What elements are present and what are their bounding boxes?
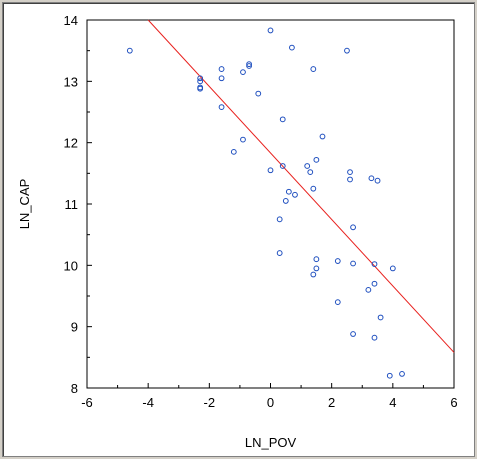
data-point	[197, 78, 204, 85]
data-point	[218, 75, 225, 82]
x-tick-label: 6	[450, 395, 457, 410]
data-point	[350, 260, 356, 267]
x-tick-label: 0	[267, 395, 274, 410]
data-point	[371, 334, 378, 341]
data-point	[344, 47, 350, 54]
data-point	[313, 265, 320, 272]
data-point	[310, 185, 317, 192]
data-point	[240, 136, 246, 143]
regression-line	[147, 19, 455, 353]
data-point	[334, 299, 341, 306]
scatter-chart: -6 -4 -2 0 2 4 6 8 9 10 11 12 13 14 LN_POV LN_CAP	[17, 13, 458, 450]
x-tick-label: -2	[204, 395, 216, 410]
data-point	[313, 156, 320, 163]
data-point	[389, 265, 396, 272]
data-point	[255, 90, 262, 97]
data-point	[347, 176, 353, 183]
x-tick-label: -6	[81, 395, 93, 410]
data-point	[197, 75, 204, 82]
y-tick-label: 12	[64, 136, 78, 151]
data-point	[276, 250, 283, 256]
y-tick-label: 11	[65, 197, 79, 212]
x-tick-label: 4	[389, 395, 396, 410]
data-point	[218, 104, 225, 110]
data-point	[292, 191, 298, 198]
data-point	[310, 271, 317, 278]
data-point	[310, 66, 317, 72]
data-point	[377, 314, 384, 321]
y-tick-label: 8	[71, 381, 78, 396]
fit-line-layer	[147, 19, 455, 353]
y-tick-label: 9	[71, 320, 78, 335]
y-axis-label: LN_CAP	[17, 179, 32, 230]
data-point	[304, 163, 311, 169]
y-tick-label: 14	[64, 13, 78, 28]
data-point	[386, 372, 393, 379]
data-point	[365, 286, 372, 293]
data-point	[246, 63, 252, 69]
data-point	[230, 148, 237, 155]
data-point	[307, 169, 314, 176]
data-point	[276, 216, 283, 223]
data-point	[267, 167, 274, 174]
data-point	[371, 261, 378, 268]
data-point	[371, 280, 378, 287]
x-tick-label: 2	[328, 395, 335, 410]
data-point	[246, 61, 252, 68]
data-point	[126, 47, 133, 54]
data-point	[350, 224, 356, 231]
data-point	[368, 175, 375, 182]
axis-ticks: -6 -4 -2 0 2 4 6 8 9 10 11 12 13 14	[64, 13, 458, 410]
y-tick-label: 10	[64, 258, 78, 273]
data-point	[282, 198, 289, 204]
y-tick-label: 13	[64, 74, 78, 89]
plot-area	[86, 19, 455, 389]
data-point	[279, 116, 286, 123]
points-layer	[126, 27, 405, 379]
data-point	[197, 85, 204, 92]
x-tick-label: -4	[142, 395, 154, 410]
data-point	[289, 44, 295, 51]
data-point	[279, 163, 286, 169]
data-point	[218, 66, 225, 72]
data-point	[319, 133, 326, 140]
data-point	[350, 331, 356, 337]
data-point	[399, 370, 405, 377]
data-point	[334, 258, 341, 264]
data-point	[267, 27, 274, 34]
x-axis-label: LN_POV	[245, 435, 297, 450]
data-point	[240, 69, 246, 76]
data-point	[313, 256, 320, 263]
data-point	[374, 177, 381, 184]
data-point	[285, 188, 292, 195]
data-point	[347, 169, 353, 176]
